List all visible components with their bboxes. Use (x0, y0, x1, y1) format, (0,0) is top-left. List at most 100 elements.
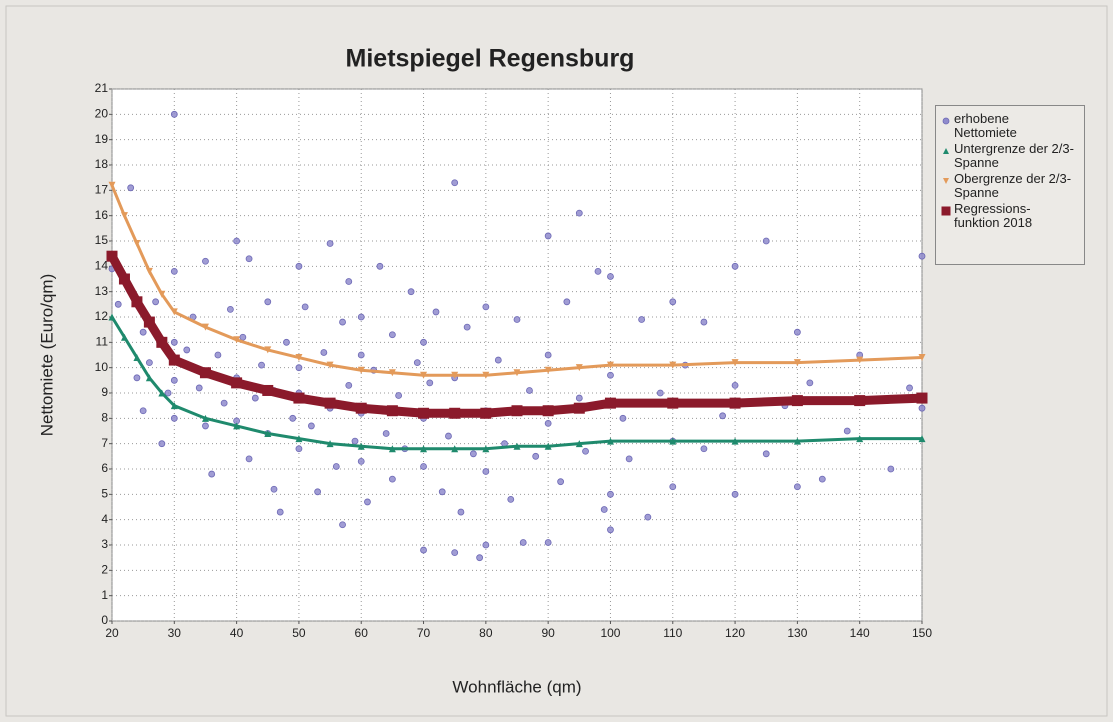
point (563, 298, 571, 306)
point (170, 110, 178, 118)
marker (158, 290, 166, 298)
marker (118, 273, 130, 285)
point (307, 422, 315, 430)
point (445, 432, 452, 440)
point (426, 379, 434, 387)
marker (295, 435, 303, 443)
point (793, 483, 801, 491)
y-tick-label: 20 (95, 107, 109, 121)
marker (669, 361, 677, 369)
x-axis-label: Wohnfläche (qm) (452, 677, 581, 696)
legend-swatch (941, 206, 951, 216)
marker (156, 336, 168, 348)
legend-label: Regressions-funktion 2018 (954, 201, 1033, 230)
marker (573, 402, 585, 414)
point (133, 374, 141, 382)
y-tick-label: 0 (101, 613, 108, 627)
point (332, 463, 340, 470)
point (438, 488, 446, 496)
point (482, 468, 490, 475)
point (420, 338, 427, 346)
y-tick-label: 8 (101, 411, 108, 425)
marker (120, 212, 128, 220)
point (594, 267, 602, 275)
point (513, 316, 521, 323)
legend-label: erhobene Nettomiete (954, 111, 1017, 140)
marker (145, 374, 153, 382)
point (600, 506, 608, 513)
x-tick-label: 70 (417, 626, 431, 640)
legend-swatch (943, 148, 949, 154)
marker (133, 240, 141, 248)
point (700, 445, 708, 453)
point (432, 308, 440, 316)
marker (542, 405, 554, 417)
y-tick-label: 15 (95, 233, 109, 247)
marker (357, 442, 365, 450)
point (364, 498, 371, 506)
point (557, 478, 565, 486)
marker (231, 377, 243, 389)
marker (201, 414, 209, 422)
marker (916, 392, 928, 404)
x-tick-label: 100 (600, 626, 620, 640)
point (532, 452, 540, 460)
point (719, 412, 727, 420)
marker (170, 308, 178, 316)
y-tick-label: 14 (95, 259, 109, 273)
marker (793, 437, 801, 445)
marker (233, 336, 241, 344)
plot-area (111, 88, 923, 622)
marker (480, 407, 492, 419)
point (731, 262, 739, 270)
point (301, 303, 309, 311)
point (326, 240, 334, 247)
point (276, 508, 284, 516)
point (345, 278, 353, 285)
point (314, 488, 322, 496)
marker (386, 405, 398, 417)
point (793, 328, 801, 336)
point (376, 262, 384, 270)
marker (262, 384, 274, 396)
legend-entry: Regressions-funktion 2018 (940, 202, 1080, 230)
y-tick-label: 11 (96, 335, 109, 349)
point (700, 318, 708, 326)
marker (108, 313, 116, 321)
legend-entry: Obergrenze der 2/3-Spanne (940, 172, 1080, 200)
point (183, 346, 191, 354)
point (202, 422, 209, 430)
legend-entry: erhobene Nettomiete (940, 112, 1080, 140)
point (669, 298, 677, 306)
x-tick-label: 90 (541, 626, 555, 640)
point (644, 513, 652, 521)
marker (669, 437, 677, 445)
point (625, 455, 633, 463)
point (214, 351, 222, 359)
point (208, 470, 216, 478)
marker (420, 445, 428, 453)
marker (120, 333, 128, 341)
marker (511, 405, 523, 417)
point (942, 117, 950, 125)
marker (482, 371, 490, 379)
point (638, 316, 646, 323)
point (656, 389, 664, 397)
point (575, 394, 583, 402)
point (476, 554, 484, 562)
marker (108, 181, 116, 189)
point (469, 450, 477, 458)
marker (513, 442, 521, 450)
marker (575, 440, 583, 448)
marker (544, 366, 552, 374)
marker (667, 397, 679, 409)
point (806, 379, 814, 387)
legend-label: Untergrenze der 2/3-Spanne (954, 141, 1074, 170)
point (295, 262, 303, 270)
point (264, 298, 272, 306)
marker (856, 435, 864, 443)
marker (606, 361, 614, 369)
y-tick-label: 1 (101, 588, 108, 602)
legend-swatch (942, 117, 950, 125)
marker (856, 356, 864, 364)
